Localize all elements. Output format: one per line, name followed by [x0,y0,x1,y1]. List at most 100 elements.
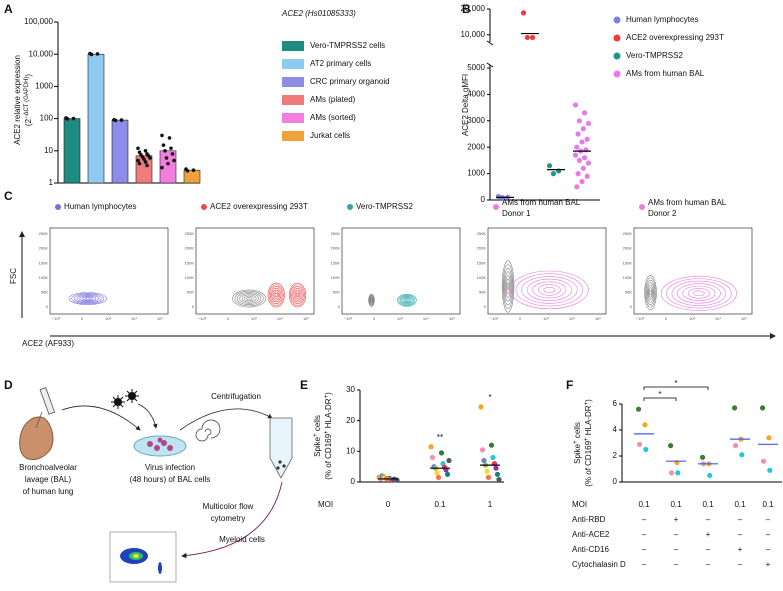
x-tick-label: 10³ [689,316,695,321]
contour [399,295,414,305]
x-tick-label: 10⁴ [569,316,575,321]
x-tick-label: 10⁵ [303,316,309,321]
contour [68,292,107,305]
x-tick-label: 0 [373,316,376,321]
contour [270,286,283,304]
y-axis-label-part: ) [324,392,333,395]
legend-swatch [282,59,304,69]
data-point [446,457,452,464]
row-value: – [706,560,711,569]
plot-title: Donor 1 [502,209,531,218]
y-axis-label-part: + [313,433,319,437]
data-point [700,454,706,460]
y-tick-label: 150K [185,260,195,265]
legend-marker [613,16,621,24]
contour [273,291,279,299]
legend-title: ACE2 (Hs01085333) [281,9,356,18]
contour [644,274,657,310]
contour [294,291,301,299]
row-value: – [674,530,679,539]
panel-label: A [4,2,13,16]
data-point [739,452,745,458]
contour [272,289,281,301]
significance-label: * [658,390,661,399]
y-axis-label-part: + [324,430,330,434]
data-point [434,470,440,476]
contour [537,284,561,296]
y-axis-label-part: (% of CD169 [584,440,593,486]
contour [502,264,514,309]
data-point [169,146,173,151]
data-point [435,474,442,480]
cells-icon [147,437,173,451]
contour [234,290,264,307]
contour [402,297,412,304]
data-point [142,157,146,161]
plot-title: ACE2 overexpressing 293T [210,202,308,211]
contour [368,293,375,307]
y-axis-label-part: (2 [24,118,33,126]
data-point [585,160,592,166]
data-point [167,136,172,140]
data-point [636,406,642,412]
legend-swatch [282,131,304,141]
contour [246,296,252,301]
data-point [572,102,579,108]
data-point [732,443,739,449]
y-tick-label: 250K [39,231,49,236]
contour [648,287,653,298]
contour [369,295,374,305]
axis-break [486,40,494,46]
data-point [576,157,583,163]
row-value: – [706,545,711,554]
y-axis-label-part: ) [24,74,33,77]
schematic-label: of human lung [23,487,74,496]
data-point [760,458,767,464]
contour [79,295,97,302]
legend-marker [613,52,621,60]
data-point [574,184,580,190]
y-tick-label: 3000 [467,116,485,125]
x-tick-label: 10³ [543,316,549,321]
legend-label: AT2 primary cells [310,59,371,68]
contour [267,282,285,308]
legend-marker [347,204,353,210]
data-point [580,165,586,171]
x-tick-label: 10³ [251,316,257,321]
legend-label: Vero-TMPRSS2 [626,51,683,60]
data-point [479,447,486,453]
contour [398,294,416,306]
schematic-label: Virus infection [145,463,195,472]
x-tick-label: 10³ [397,316,403,321]
contour [501,260,515,313]
contour [666,278,732,309]
legend-swatch [282,41,304,51]
data-point [585,120,592,127]
data-point [119,118,124,122]
legend-marker [493,204,499,210]
legend-label: AMs (sorted) [310,113,356,122]
data-point [520,10,527,16]
plot-title: Donor 2 [648,209,677,218]
panel-label: D [4,378,13,392]
y-tick-label: 1 [49,178,54,187]
schematic-label: Myeloid cells [219,535,265,544]
contour [268,284,284,306]
data-point [582,110,588,116]
legend-marker [201,204,207,210]
y-tick-label: 100K [623,275,633,280]
x-tick-label: 0.1 [762,500,774,509]
data-point [429,454,436,461]
y-tick-label: 0 [613,477,618,486]
contour [505,275,511,298]
legend-label: AMs from human BAL [626,69,705,78]
contour [71,293,105,304]
y-tick-label: 0 [481,195,486,204]
data-point [643,446,649,453]
contour [274,293,278,298]
legend-marker [639,204,645,210]
y-axis-label-part: + [584,401,590,405]
row-value: – [642,560,647,569]
legend-label: Vero-TMPRSS2 cells [310,41,385,50]
